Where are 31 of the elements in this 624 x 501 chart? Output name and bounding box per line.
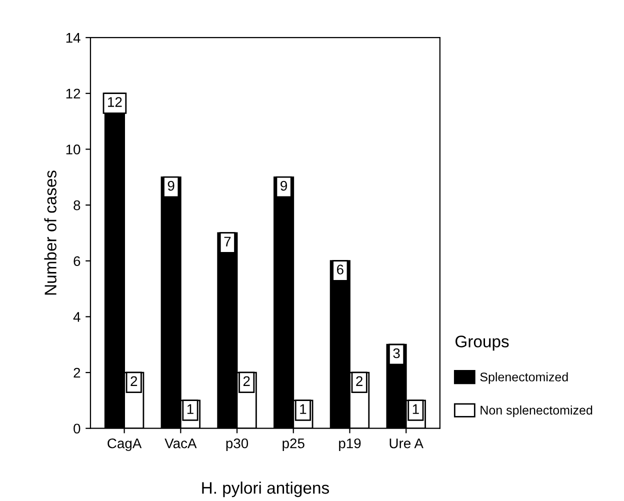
y-tick-label: 6 bbox=[74, 256, 80, 266]
data-label: 2 bbox=[130, 376, 138, 386]
x-tick-label: p19 bbox=[339, 438, 361, 452]
y-tick-label: 12 bbox=[66, 88, 80, 98]
data-label: 1 bbox=[300, 404, 306, 414]
x-tick-label: p25 bbox=[282, 438, 304, 452]
y-tick-label: 8 bbox=[74, 200, 80, 210]
x-tick-label: Ure A bbox=[390, 438, 424, 448]
x-tick-label: p30 bbox=[226, 438, 248, 452]
data-label: 7 bbox=[224, 236, 231, 246]
data-label: 12 bbox=[108, 97, 122, 107]
legend-title: Groups bbox=[456, 336, 509, 351]
x-axis-title: H. pylori antigens bbox=[202, 482, 329, 498]
data-label: 2 bbox=[356, 376, 362, 386]
x-tick-label: CagA bbox=[108, 438, 142, 452]
y-tick-label: 10 bbox=[66, 144, 80, 154]
data-label: 1 bbox=[412, 404, 419, 414]
data-label: 3 bbox=[393, 348, 400, 358]
data-label: 9 bbox=[280, 180, 288, 191]
y-tick-label: 14 bbox=[66, 33, 80, 43]
legend-label: Non splenectomized bbox=[480, 405, 592, 418]
data-label: 1 bbox=[187, 404, 194, 414]
data-label: 6 bbox=[337, 264, 344, 274]
y-axis-title: Number of cases bbox=[44, 170, 56, 295]
y-tick-label: 4 bbox=[73, 312, 80, 322]
y-tick-label: 2 bbox=[74, 368, 80, 378]
y-tick-label: 0 bbox=[74, 424, 80, 434]
legend-label: Splenectomized bbox=[480, 372, 568, 384]
data-label: 9 bbox=[168, 180, 174, 191]
data-label: 2 bbox=[243, 376, 250, 386]
x-tick-label: VacA bbox=[164, 438, 197, 448]
